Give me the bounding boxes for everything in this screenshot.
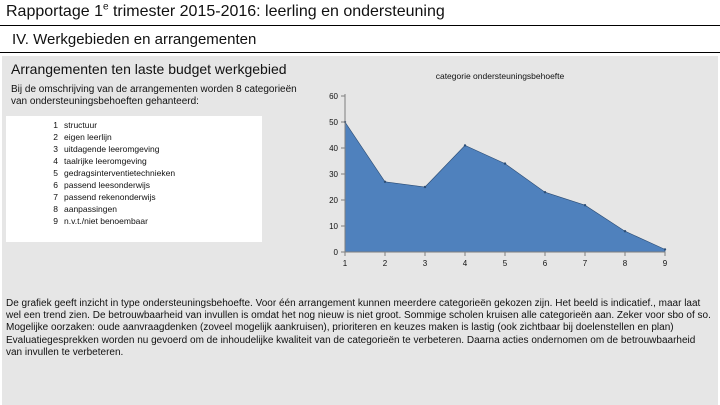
legend-label: gedragsinterventietechnieken xyxy=(64,168,176,178)
legend-number: 7 xyxy=(53,192,58,202)
data-point xyxy=(423,185,427,189)
data-point xyxy=(503,162,507,165)
legend-label: uitdagende leeromgeving xyxy=(64,144,160,154)
y-tick-label: 20 xyxy=(329,196,338,205)
legend-label: structuur xyxy=(64,120,98,130)
y-tick-label: 30 xyxy=(329,170,338,179)
page-title-prefix: Rapportage 1 xyxy=(6,3,103,20)
legend-label: passend rekenonderwijs xyxy=(64,192,156,202)
title-divider xyxy=(0,25,720,26)
x-tick-label: 6 xyxy=(543,259,548,268)
legend-number: 8 xyxy=(53,204,58,214)
legend-label: aanpassingen xyxy=(64,204,117,214)
x-tick-label: 7 xyxy=(583,259,588,268)
panel-title: Arrangementen ten laste budget werkgebie… xyxy=(11,61,287,77)
body-paragraph-1: De grafiek geeft inzicht in type onderst… xyxy=(6,298,711,322)
page-title: Rapportage 1e trimester 2015-2016: leerl… xyxy=(6,2,720,22)
legend-number: 4 xyxy=(53,156,58,166)
page-title-suffix: trimester 2015-2016: leerling en onderst… xyxy=(108,3,445,20)
legend-label: passend leesonderwijs xyxy=(64,180,150,190)
legend-number: 9 xyxy=(53,216,58,226)
legend-label: eigen leerlijn xyxy=(64,132,112,142)
legend-label: taalrijke leeromgeving xyxy=(64,156,147,166)
y-tick-label: 10 xyxy=(329,222,338,231)
plot-area: 0 10 20 30 40 50 60 1 2 3 4 5 6 7 8 9 xyxy=(329,92,668,268)
x-tick-label: 1 xyxy=(343,259,348,268)
x-tick-label: 2 xyxy=(383,259,388,268)
y-tick-label: 0 xyxy=(334,248,339,257)
x-tick-label: 8 xyxy=(623,259,628,268)
y-tick-label: 40 xyxy=(329,144,338,153)
x-tick-label: 4 xyxy=(463,259,468,268)
category-legend: 1 structuur 2 eigen leerlijn 3 uitdagende lee… xyxy=(6,116,262,242)
data-point xyxy=(463,144,467,147)
legend-number: 5 xyxy=(53,168,58,178)
x-tick-label: 9 xyxy=(663,259,668,268)
y-tick-label: 60 xyxy=(329,92,338,101)
legend-number: 2 xyxy=(53,132,58,142)
page-title-superscript: e xyxy=(102,1,109,13)
panel-intro: Bij de omschrijving van de arrangementen… xyxy=(11,84,297,107)
x-tick-label: 3 xyxy=(423,259,428,268)
data-point xyxy=(623,230,627,233)
chart-title: categorie ondersteuningsbehoefte xyxy=(436,71,565,81)
data-point xyxy=(383,180,387,183)
x-tick-label: 5 xyxy=(503,259,508,268)
legend-label: n.v.t./niet benoembaar xyxy=(64,216,148,226)
data-point xyxy=(663,248,667,251)
body-paragraph-2: Mogelijke oorzaken: oude aanvraagdenken … xyxy=(6,322,674,334)
body-text: De grafiek geeft inzicht in type onderst… xyxy=(6,298,712,359)
data-point xyxy=(583,204,587,207)
data-point xyxy=(543,191,547,194)
subtitle-divider xyxy=(0,52,720,53)
y-tick-label: 50 xyxy=(329,118,338,127)
page-subtitle: IV. Werkgebieden en arrangementen xyxy=(12,31,257,48)
area-series xyxy=(344,121,666,253)
body-paragraph-3: Evaluatiegesprekken worden nu gevoerd om… xyxy=(6,334,696,358)
legend-number: 6 xyxy=(53,180,58,190)
legend-number: 1 xyxy=(53,120,58,130)
legend-number: 3 xyxy=(53,144,58,154)
